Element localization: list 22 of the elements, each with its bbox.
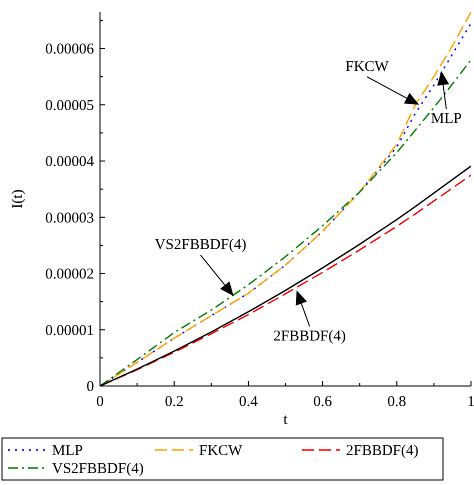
x-tick-label: 0.2 <box>164 394 184 410</box>
x-axis-title: t <box>283 412 288 428</box>
y-tick-label: 0.00005 <box>45 98 94 114</box>
y-tick-label: 0.00003 <box>45 210 94 226</box>
x-tick-label: 0.6 <box>313 394 332 410</box>
legend-label: FKCW <box>199 443 244 459</box>
x-tick-label: 0.4 <box>239 394 258 410</box>
annotation: MLP <box>430 111 462 128</box>
y-tick-label: 0.00001 <box>45 322 94 339</box>
x-tick-label: 1 <box>467 394 474 410</box>
y-tick-label: 0.00006 <box>45 42 94 58</box>
y-tick-label: 0.00002 <box>45 266 94 283</box>
legend-label: 2FBBDF(4) <box>346 443 419 459</box>
legend-label: VS2FBBDF(4) <box>52 461 144 477</box>
legend-label: MLP <box>52 443 83 459</box>
y-tick-label: 0.00004 <box>45 154 94 170</box>
annotation: 2FBBDF(4) <box>273 328 346 344</box>
x-tick-label: 0.8 <box>387 394 406 410</box>
y-tick-label: 0 <box>86 379 94 395</box>
annotation: FKCW <box>345 58 390 75</box>
y-axis-title: I(t) <box>10 189 26 209</box>
annotation: VS2FBBDF(4) <box>154 237 246 254</box>
